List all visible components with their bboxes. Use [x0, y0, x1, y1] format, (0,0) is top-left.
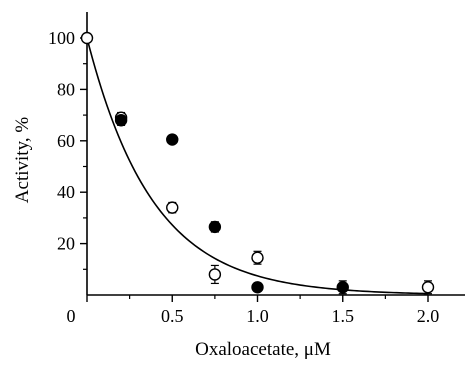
open-data-point: [251, 251, 264, 264]
filled-data-point: [208, 220, 222, 234]
y-tick-label: 60: [57, 131, 75, 151]
tick-labels: 0 0.5 1.0 1.5 2.0 20 40 60 80 100: [48, 28, 439, 326]
x-tick-label: 1.5: [332, 306, 355, 326]
error-bars: [117, 111, 432, 295]
open-data-point: [208, 268, 222, 281]
filled-data-point: [114, 114, 128, 127]
axes: [86, 12, 465, 296]
open-data-point: [421, 281, 435, 294]
filled-data-point: [251, 281, 264, 294]
y-axis-label: Activity, %: [12, 117, 33, 204]
y-tick-label: 40: [57, 182, 75, 202]
x-tick-label: 1.0: [246, 306, 269, 326]
open-data-point: [166, 201, 179, 214]
ticks: [80, 37, 429, 302]
y-tick-label: 100: [48, 28, 75, 48]
x-tick-label: 0: [67, 306, 76, 326]
x-tick-label: 2.0: [417, 306, 440, 326]
open-data-point: [80, 31, 94, 45]
fit-curve-layer: [86, 37, 429, 295]
filled-data-point: [336, 281, 349, 294]
x-tick-label: 0.5: [161, 306, 184, 326]
filled-data-point: [166, 133, 179, 146]
fit-curve: [86, 37, 429, 295]
x-axis-label: Oxaloacetate, μM: [195, 339, 331, 360]
data-points: [80, 31, 435, 294]
y-tick-label: 80: [57, 79, 75, 99]
y-tick-label: 20: [57, 234, 75, 254]
